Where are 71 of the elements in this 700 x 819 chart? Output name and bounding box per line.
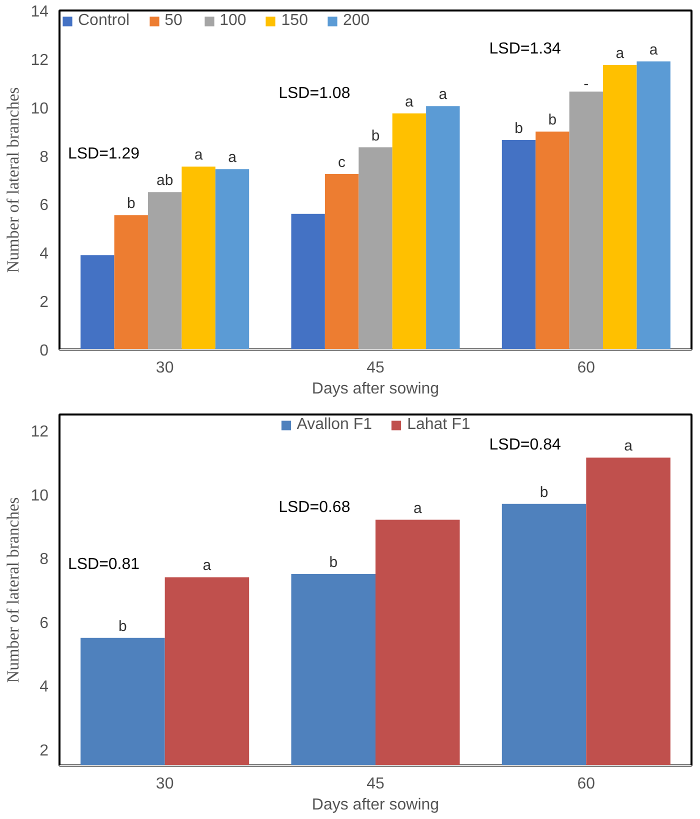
bar <box>536 132 570 350</box>
legend-label: 100 <box>220 12 246 30</box>
y-tick-label: 2 <box>40 294 49 312</box>
bar <box>392 113 426 350</box>
y-tick-label: 12 <box>30 52 49 69</box>
bar <box>182 166 216 350</box>
data-label: a <box>616 44 625 62</box>
bar <box>569 92 604 350</box>
y-axis-title: Number of lateral branches <box>4 497 23 683</box>
x-tick-label: 30 <box>156 776 174 792</box>
bar <box>502 140 536 350</box>
data-label: a <box>202 557 212 574</box>
y-tick-label: 12 <box>30 423 49 440</box>
x-tick-label: 60 <box>577 360 596 376</box>
x-tick-label: 30 <box>156 360 174 376</box>
data-label: a <box>649 41 658 58</box>
y-tick-label: 6 <box>40 614 49 632</box>
data-label: a <box>438 86 448 104</box>
annotation: LSD=1.08 <box>278 85 350 102</box>
data-label: a <box>194 146 204 164</box>
y-tick-label: 10 <box>30 487 49 504</box>
y-tick-label: 2 <box>40 742 49 760</box>
y-tick-label: 8 <box>40 551 49 568</box>
data-label: b <box>540 484 548 501</box>
x-axis-title: Days after sowing <box>312 380 440 398</box>
legend-label: Avallon F1 <box>296 416 372 434</box>
data-label: a <box>228 149 238 166</box>
bar <box>114 215 148 350</box>
data-label: ab <box>156 172 174 190</box>
bar <box>215 169 250 350</box>
bar <box>358 147 392 350</box>
data-label: b <box>126 195 136 212</box>
bar <box>148 192 182 350</box>
data-label: b <box>371 127 380 144</box>
bar <box>603 64 637 350</box>
annotation: LSD=0.68 <box>278 498 350 516</box>
annotation: LSD=0.81 <box>68 556 140 574</box>
bar <box>324 174 359 350</box>
legend-label: Control <box>78 12 130 30</box>
data-label: a <box>405 93 414 110</box>
x-tick-label: 45 <box>366 360 384 376</box>
bar <box>636 61 670 350</box>
y-tick-label: 10 <box>30 100 49 118</box>
data-label: a <box>624 438 634 455</box>
y-tick-label: 4 <box>40 246 49 263</box>
y-tick-label: 8 <box>40 148 49 166</box>
legend-label: 50 <box>164 12 184 30</box>
y-axis-title: Number of lateral branches <box>4 87 23 273</box>
annotation: LSD=0.84 <box>489 436 561 454</box>
bar <box>291 214 325 350</box>
x-tick-label: 45 <box>366 776 384 792</box>
annotation: LSD=1.34 <box>489 40 561 58</box>
annotation: LSD=1.29 <box>68 146 140 163</box>
x-tick-label: 60 <box>577 776 596 792</box>
legend-label: 150 <box>281 12 308 30</box>
bar <box>426 106 460 350</box>
data-label: b <box>118 618 127 635</box>
x-axis-title: Days after sowing <box>312 796 440 814</box>
data-label: b <box>329 554 338 572</box>
y-tick-label: 14 <box>30 4 49 20</box>
y-tick-label: 6 <box>40 197 49 214</box>
data-label: a <box>413 500 422 517</box>
bar <box>80 255 114 350</box>
legend-label: 200 <box>342 12 370 30</box>
data-label: - <box>584 76 589 93</box>
legend-label: Lahat F1 <box>407 416 470 434</box>
data-label: b <box>548 112 557 129</box>
y-tick-label: 0 <box>40 342 49 360</box>
data-label: b <box>514 120 523 138</box>
data-label: c <box>338 154 346 171</box>
y-tick-label: 4 <box>40 678 49 696</box>
